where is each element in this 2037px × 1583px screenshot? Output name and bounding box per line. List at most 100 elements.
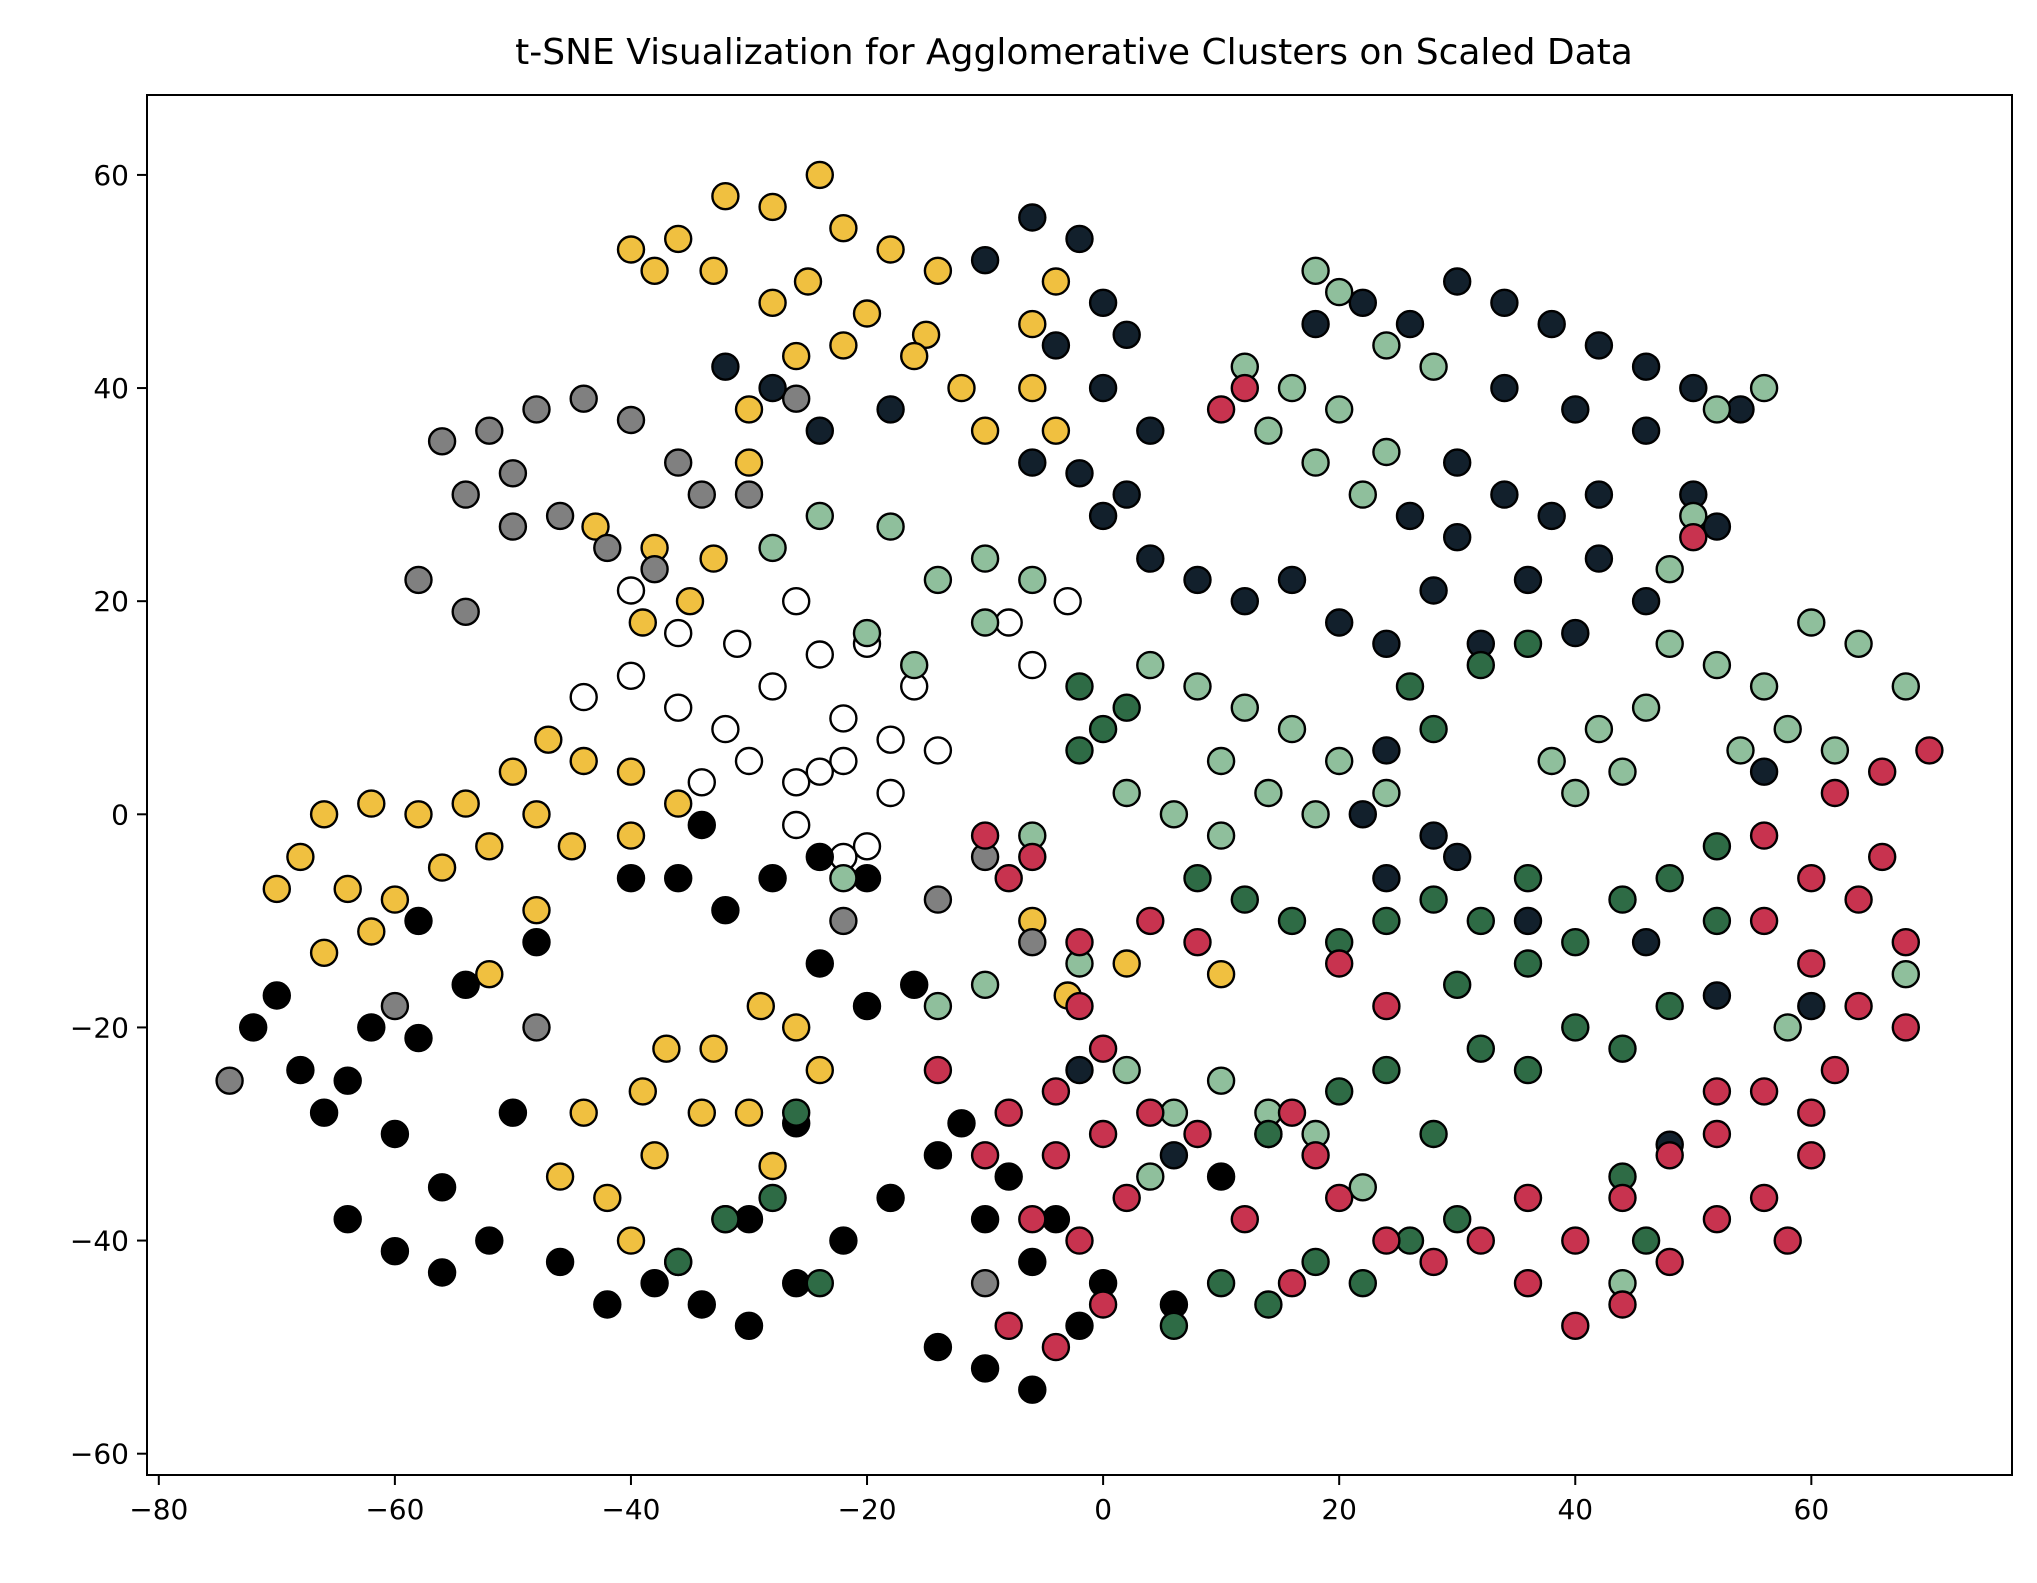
data-point	[1348, 480, 1378, 509]
data-point	[1419, 1119, 1448, 1149]
data-point	[758, 533, 787, 563]
data-point	[1183, 565, 1212, 595]
data-point	[1419, 352, 1448, 381]
data-point	[1749, 1077, 1779, 1106]
data-point	[1395, 672, 1425, 701]
data-point	[711, 181, 740, 211]
x-tick-label: 0	[1094, 1493, 1112, 1526]
data-point	[805, 757, 834, 786]
data-point	[1513, 629, 1543, 658]
data-point	[569, 1098, 598, 1127]
data-point	[1561, 1226, 1590, 1255]
data-point	[451, 970, 480, 999]
data-point	[829, 1226, 858, 1255]
data-point	[1513, 1183, 1543, 1213]
data-point	[404, 1023, 433, 1053]
data-point	[616, 821, 646, 850]
data-point	[1419, 714, 1448, 744]
data-point	[1159, 1311, 1189, 1341]
data-point	[970, 246, 1000, 275]
data-point	[900, 970, 929, 999]
data-point	[1372, 778, 1401, 808]
data-point	[1041, 1332, 1071, 1362]
data-point	[876, 1183, 905, 1213]
data-point	[699, 256, 728, 285]
y-tick-label: 40	[93, 372, 129, 405]
data-point	[687, 810, 716, 840]
data-point	[1065, 224, 1094, 254]
data-point	[664, 618, 693, 648]
data-point	[1773, 1226, 1802, 1255]
data-point	[852, 832, 882, 861]
data-point	[616, 757, 646, 786]
data-point	[1655, 629, 1684, 658]
data-point	[734, 448, 764, 477]
data-point	[1749, 757, 1779, 786]
data-point	[1183, 864, 1212, 893]
data-point	[1702, 512, 1732, 541]
data-point	[1867, 842, 1897, 872]
data-point	[687, 480, 716, 509]
data-point	[1466, 650, 1496, 680]
data-point	[1537, 309, 1566, 339]
data-point	[1773, 1013, 1802, 1042]
data-point	[1065, 672, 1094, 701]
data-point	[1254, 1119, 1283, 1149]
data-point	[758, 1151, 787, 1181]
data-point	[1419, 885, 1448, 914]
data-point	[333, 1066, 362, 1095]
data-point	[805, 949, 834, 978]
data-point	[711, 352, 740, 381]
data-point	[1442, 842, 1472, 872]
data-point	[923, 565, 953, 595]
data-point	[1301, 1141, 1330, 1170]
data-point	[357, 917, 386, 946]
data-point	[557, 832, 587, 861]
data-point	[1608, 1034, 1637, 1063]
data-point	[1348, 800, 1378, 829]
data-point	[593, 533, 622, 563]
data-point	[404, 800, 433, 829]
data-point	[805, 640, 834, 669]
data-point	[994, 864, 1023, 893]
data-point	[475, 1226, 504, 1255]
data-point	[1372, 736, 1401, 765]
data-point	[1324, 1183, 1354, 1213]
data-point	[1206, 1162, 1236, 1191]
data-point	[970, 1204, 1000, 1234]
x-tick-label: 60	[1794, 1493, 1830, 1526]
data-point	[876, 395, 905, 424]
data-point	[1136, 1162, 1165, 1191]
data-point	[1466, 1226, 1496, 1255]
data-point	[1230, 1204, 1260, 1234]
data-point	[687, 768, 716, 797]
data-point	[793, 267, 823, 296]
data-point	[876, 235, 905, 264]
data-point	[522, 395, 551, 424]
data-point	[1513, 565, 1543, 595]
data-point	[876, 725, 905, 754]
data-point	[1301, 1247, 1330, 1277]
data-point	[1891, 960, 1921, 989]
data-point	[805, 1055, 834, 1085]
data-point	[522, 928, 551, 957]
data-point	[723, 629, 752, 658]
data-point	[782, 810, 811, 840]
data-point	[581, 512, 610, 541]
data-point	[1608, 1290, 1637, 1319]
data-point	[475, 960, 504, 989]
x-tick-label: −80	[129, 1493, 188, 1526]
data-point	[1301, 256, 1330, 285]
data-point	[1372, 991, 1401, 1021]
data-point	[1891, 1013, 1921, 1042]
data-point	[1584, 714, 1614, 744]
data-point	[1372, 629, 1401, 658]
data-point	[852, 618, 882, 648]
data-point	[1372, 1226, 1401, 1255]
data-point	[1466, 906, 1496, 936]
data-point	[699, 1034, 728, 1063]
data-point	[1112, 1055, 1141, 1085]
data-point	[1159, 1098, 1189, 1127]
data-point	[522, 800, 551, 829]
